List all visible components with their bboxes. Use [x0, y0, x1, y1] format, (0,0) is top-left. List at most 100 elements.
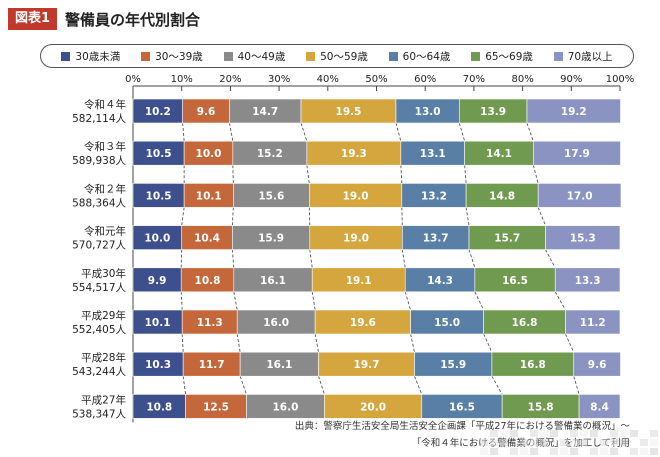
data-label: 11.3: [197, 317, 223, 329]
bar-segment: [306, 140, 402, 166]
decorative-square: [650, 448, 658, 455]
bar-segment: [233, 183, 310, 208]
chart-legend: 30歳未満 30〜39歳 40〜49歳 50〜59歳 60〜64歳 65〜69歳 70歳以上: [40, 44, 634, 68]
data-label: 10.8: [195, 275, 221, 287]
bar-segment: [246, 394, 325, 419]
data-label: 14.3: [427, 275, 453, 287]
legend-swatch: [223, 51, 233, 61]
legend-item: 60〜64歳: [388, 49, 451, 64]
connector-line: [236, 333, 241, 353]
decorative-square: [490, 439, 498, 446]
bar-segment: [414, 351, 493, 377]
connector-line: [491, 375, 503, 395]
decorative-square: [630, 430, 638, 437]
bar-segment: [311, 267, 406, 293]
chart-title: 警備員の年代別割合: [65, 10, 201, 29]
category-count-label: 588,364人: [72, 197, 126, 209]
connector-line: [537, 207, 546, 226]
bar-segment: [300, 98, 397, 124]
data-label: 19.6: [350, 317, 376, 329]
bar-segment: [132, 183, 185, 208]
legend-item: 40〜49歳: [223, 49, 285, 64]
category-count-label: 582,114人: [72, 113, 126, 125]
connector-line: [554, 291, 566, 311]
decorative-square: [610, 430, 618, 437]
decorative-square: [530, 439, 538, 446]
decorative-square: [520, 448, 528, 455]
legend-item: 65〜69歳: [471, 49, 533, 64]
data-label: 11.2: [580, 317, 606, 329]
bar-segment: [132, 309, 183, 335]
connector-line: [400, 165, 403, 184]
decorative-square: [540, 439, 548, 446]
legend-label: 30歳未満: [75, 50, 121, 63]
data-label: 16.1: [260, 275, 286, 287]
data-label: 12.5: [203, 401, 229, 413]
decorative-square: [620, 430, 628, 437]
data-label: 9.9: [148, 275, 167, 287]
legend-label: 60〜64歳: [402, 50, 451, 63]
data-label: 14.8: [489, 190, 515, 202]
connector-line: [573, 376, 580, 395]
connector-line: [182, 376, 187, 395]
connector-line: [314, 333, 319, 353]
connector-line: [395, 122, 402, 142]
x-tick-label: 50%: [365, 74, 387, 85]
decorative-square: [520, 439, 528, 446]
legend-swatch: [141, 51, 151, 61]
connector-line: [532, 165, 539, 184]
connector-line: [468, 249, 476, 268]
connector-line: [483, 333, 493, 353]
bar-segment: [401, 183, 467, 208]
bar-segment: [545, 225, 621, 250]
decorative-square: [570, 430, 578, 437]
decorative-square: [620, 439, 628, 446]
decorative-square: [640, 448, 648, 455]
bar-segment: [578, 394, 621, 419]
bar-segment: [491, 351, 575, 377]
decorative-square: [650, 430, 658, 437]
data-label: 17.9: [564, 148, 590, 160]
data-label: 13.7: [423, 233, 449, 245]
x-tick-label: 10%: [171, 74, 193, 85]
data-label: 19.0: [343, 233, 369, 245]
data-label: 16.5: [449, 401, 475, 413]
data-label: 19.3: [341, 148, 367, 160]
data-label: 19.1: [346, 275, 372, 287]
bar-segment: [239, 351, 319, 377]
connector-line: [233, 291, 238, 311]
connector-line: [474, 291, 485, 311]
data-label: 16.8: [520, 359, 546, 371]
decorative-pattern: [480, 430, 658, 455]
connector-line: [545, 249, 556, 269]
connector-line: [464, 165, 467, 184]
bar-segment: [232, 140, 308, 166]
bar-segment: [314, 309, 411, 335]
category-count-label: 552,405人: [72, 324, 126, 336]
category-count-label: 570,727人: [72, 240, 126, 252]
x-tick-label: 80%: [511, 74, 533, 85]
data-label: 15.9: [258, 233, 284, 245]
legend-item: 70歳以上: [553, 49, 613, 64]
bar-segment: [526, 98, 621, 124]
decorative-square: [610, 439, 618, 446]
decorative-square: [560, 439, 568, 446]
category-year-label: 令和４年: [84, 98, 126, 111]
decorative-square: [570, 439, 578, 446]
x-tick-label: 0%: [125, 74, 141, 85]
data-label: 13.1: [420, 148, 446, 160]
decorative-square: [610, 448, 618, 455]
decorative-square: [500, 439, 508, 446]
connector-line: [181, 207, 185, 226]
x-tick-label: 70%: [463, 74, 485, 85]
connector-line: [318, 376, 325, 395]
bar-segment: [464, 140, 534, 166]
x-tick-label: 20%: [219, 74, 241, 85]
bar-segment: [402, 225, 470, 250]
category-year-label: 令和元年: [84, 225, 126, 238]
connector-line: [309, 249, 313, 268]
data-label: 17.0: [567, 190, 593, 202]
data-label: 10.2: [145, 106, 171, 118]
decorative-square: [600, 439, 608, 446]
